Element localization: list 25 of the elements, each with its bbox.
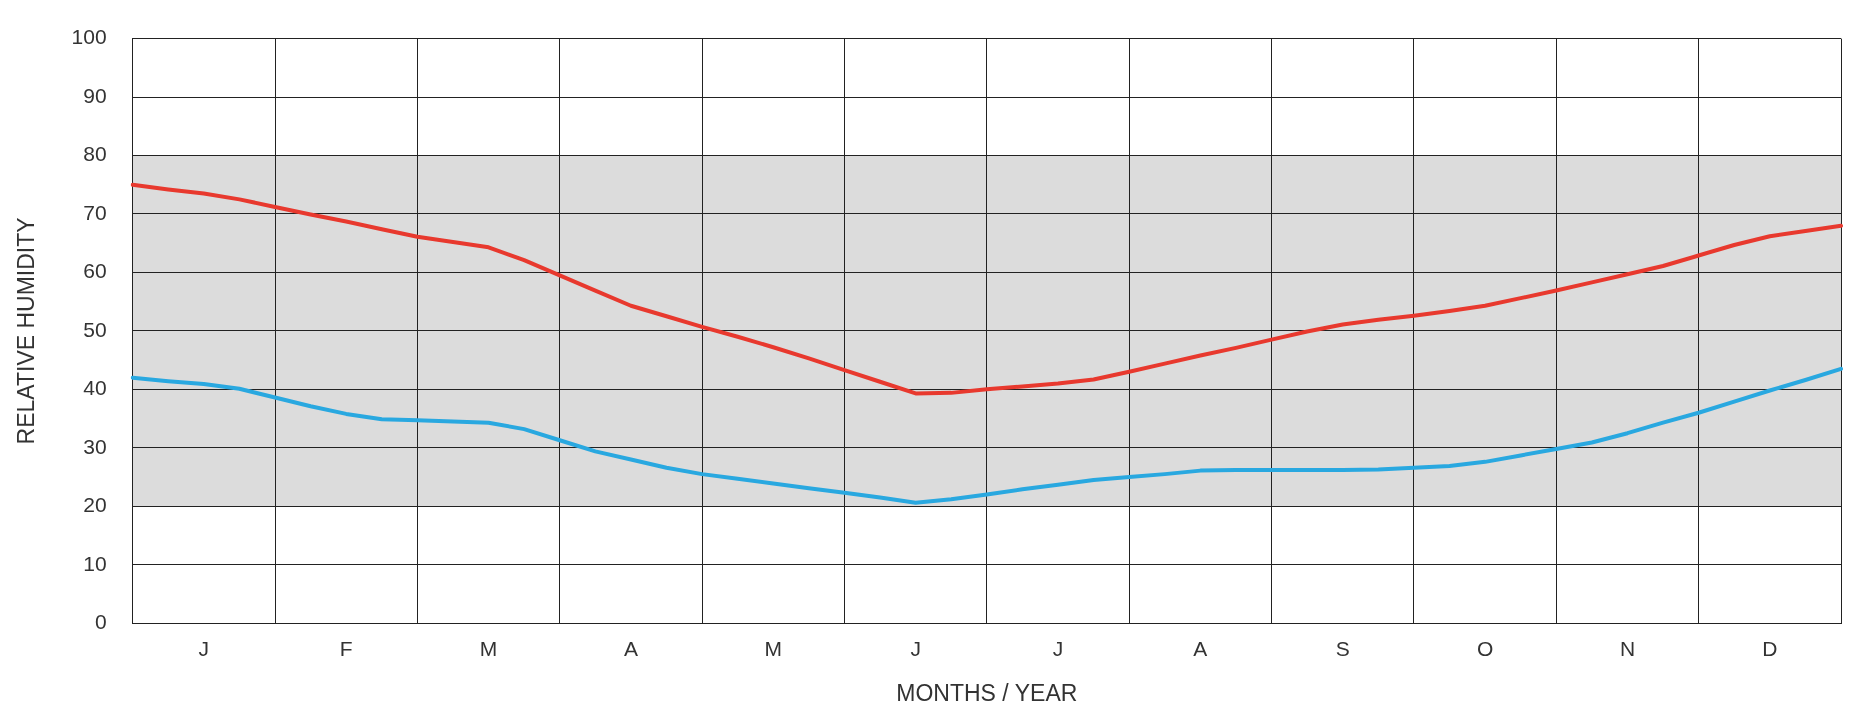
y-tick-label: 0 bbox=[94, 610, 107, 633]
y-tick-label: 70 bbox=[83, 200, 107, 224]
x-tick-label: A bbox=[1193, 636, 1208, 660]
x-tick-label: J bbox=[198, 636, 210, 660]
x-tick-label: S bbox=[1335, 636, 1350, 660]
x-tick-label: M bbox=[479, 636, 498, 660]
y-tick-label: 100 bbox=[71, 25, 107, 49]
x-axis-title: MONTHS / YEAR bbox=[896, 679, 1078, 706]
y-tick-label: 80 bbox=[83, 142, 107, 166]
y-tick-label: 20 bbox=[83, 493, 107, 517]
x-tick-label: M bbox=[764, 636, 783, 660]
x-tick-label: O bbox=[1476, 636, 1494, 660]
y-tick-label: 40 bbox=[83, 376, 107, 400]
y-axis-title: RELATIVE HUMIDITY bbox=[13, 217, 40, 445]
x-tick-label: J bbox=[1052, 636, 1064, 660]
x-tick-label: D bbox=[1762, 636, 1778, 660]
x-tick-label: A bbox=[623, 636, 638, 660]
x-tick-label: J bbox=[910, 636, 921, 660]
y-tick-label: 10 bbox=[83, 551, 107, 575]
y-tick-label: 30 bbox=[83, 434, 107, 458]
x-tick-label: N bbox=[1619, 636, 1636, 660]
x-tick-label: F bbox=[339, 636, 353, 660]
y-tick-label: 90 bbox=[83, 83, 107, 107]
y-tick-label: 60 bbox=[83, 259, 107, 283]
y-tick-label: 50 bbox=[83, 317, 107, 341]
